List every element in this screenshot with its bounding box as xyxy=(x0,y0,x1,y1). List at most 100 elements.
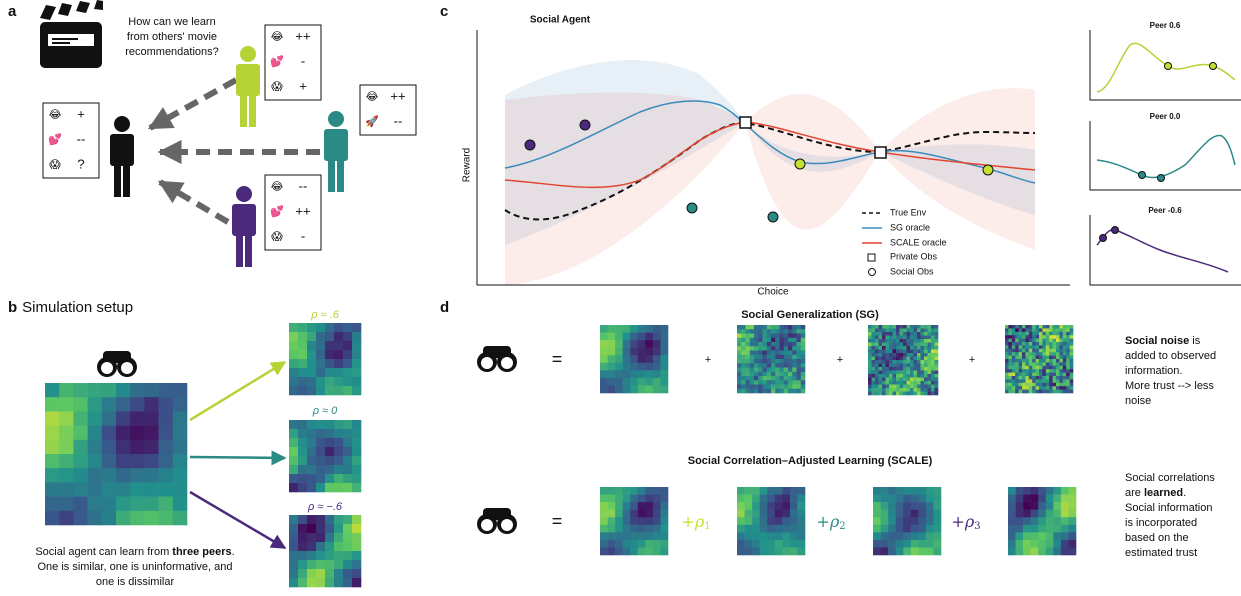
heatmap-cell xyxy=(1070,362,1074,366)
heatmap-cell xyxy=(316,474,325,483)
heatmap-cell xyxy=(910,392,914,396)
heatmap-cell xyxy=(325,359,334,368)
heatmap-cell xyxy=(623,517,631,525)
heatmap-cell xyxy=(1019,342,1023,346)
heatmap-cell xyxy=(1036,390,1040,394)
heatmap-cell xyxy=(630,325,638,333)
heatmap-cell xyxy=(1053,352,1057,356)
heatmap-cell xyxy=(173,497,188,512)
heatmap-cell xyxy=(307,420,316,429)
heatmap-cell xyxy=(914,339,918,343)
y-axis-label: Reward xyxy=(462,148,473,182)
heatmap-cell xyxy=(767,532,775,540)
heatmap-cell xyxy=(900,392,904,396)
heatmap-cell xyxy=(896,329,900,333)
heatmap-cell xyxy=(924,325,928,329)
heatmap-cell xyxy=(788,329,793,334)
heatmap-cell xyxy=(754,355,759,360)
heatmap-cell xyxy=(737,540,745,548)
heatmap-cell xyxy=(752,487,760,495)
heatmap-cell xyxy=(1019,335,1023,339)
heatmap-cell xyxy=(928,367,932,371)
heatmap-cell xyxy=(917,343,921,347)
heatmap-cell xyxy=(792,363,797,368)
heatmap-cell xyxy=(1053,362,1057,366)
heatmap-cell xyxy=(771,363,776,368)
heatmap-cell xyxy=(623,510,631,518)
heatmap-cell xyxy=(116,397,131,412)
heatmap-cell xyxy=(1046,502,1054,510)
heatmap-cell xyxy=(1038,540,1046,548)
heatmap-cell xyxy=(660,540,668,548)
heatmap-cell xyxy=(653,540,661,548)
heatmap-cell xyxy=(910,388,914,392)
heatmap-cell xyxy=(917,374,921,378)
heatmap-cell xyxy=(931,374,935,378)
heatmap-cell xyxy=(873,502,881,510)
heatmap-cell xyxy=(933,547,941,555)
heatmap-cell xyxy=(623,547,631,555)
heatmap-cell xyxy=(882,371,886,375)
heatmap-cell xyxy=(903,392,907,396)
heatmap-cell xyxy=(630,532,638,540)
heatmap-cell xyxy=(334,474,343,483)
heatmap-cell xyxy=(1019,325,1023,329)
heatmap-cell xyxy=(352,386,361,395)
heatmap-cell xyxy=(1015,359,1019,363)
heatmap-cell xyxy=(746,325,751,330)
heatmap-cell xyxy=(1005,369,1009,373)
heatmap-cell xyxy=(872,367,876,371)
heatmap-cell xyxy=(1066,345,1070,349)
heatmap-cell xyxy=(754,325,759,330)
heatmap-cell xyxy=(888,532,896,540)
heatmap-cell xyxy=(1068,547,1076,555)
heatmap-cell xyxy=(882,346,886,350)
heatmap-cell xyxy=(907,392,911,396)
heatmap-cell xyxy=(334,483,343,492)
heatmap-cell xyxy=(910,339,914,343)
heatmap-cell xyxy=(1061,517,1069,525)
heatmap-cell xyxy=(1031,502,1039,510)
heatmap-cell xyxy=(45,383,60,398)
heatmap-cell xyxy=(45,511,60,526)
heatmap-cell xyxy=(1012,345,1016,349)
heatmap-cell xyxy=(767,376,772,381)
heatmap-cell xyxy=(754,385,759,390)
heatmap-cell xyxy=(1070,373,1074,377)
heatmap-cell xyxy=(780,334,785,339)
heatmap-cell xyxy=(325,533,334,542)
heatmap-cell xyxy=(1038,487,1046,495)
heatmap-cell xyxy=(875,388,879,392)
heatmap-cell xyxy=(889,374,893,378)
heatmap-cell xyxy=(879,385,883,389)
heatmap-cell xyxy=(1008,369,1012,373)
heatmap-cell xyxy=(886,381,890,385)
heatmap-cell xyxy=(758,329,763,334)
heatmap-cell xyxy=(896,364,900,368)
heatmap-cell xyxy=(343,465,352,474)
heatmap-cell xyxy=(784,368,789,373)
rating: ++ xyxy=(295,203,310,218)
heatmap-cell xyxy=(289,515,298,524)
heatmap-cell xyxy=(737,368,742,373)
heatmap-cell xyxy=(763,363,768,368)
heatmap-cell xyxy=(910,385,914,389)
heatmap-cell xyxy=(600,510,608,518)
head xyxy=(328,111,344,127)
heatmap-cell xyxy=(784,346,789,351)
heatmap-cell xyxy=(1059,352,1063,356)
heatmap-cell xyxy=(889,339,893,343)
heatmap-cell xyxy=(653,370,661,378)
heatmap-cell xyxy=(1016,540,1024,548)
heatmap-cell xyxy=(325,377,334,386)
heatmap-cell xyxy=(307,560,316,569)
peer-title: Peer 0.6 xyxy=(1150,21,1181,30)
heatmap-cell xyxy=(1059,339,1063,343)
heatmap-cell xyxy=(931,350,935,354)
heatmap-cell xyxy=(745,517,753,525)
heatmap-cell xyxy=(159,426,174,441)
heatmap-cell xyxy=(907,385,911,389)
heatmap-cell xyxy=(1019,349,1023,353)
heatmap-cell xyxy=(1039,339,1043,343)
heatmap-cell xyxy=(1063,349,1067,353)
